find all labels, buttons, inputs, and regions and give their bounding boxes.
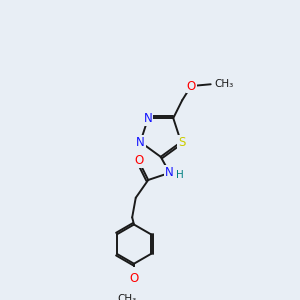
Text: O: O — [129, 272, 139, 285]
Text: O: O — [187, 80, 196, 92]
Text: CH₃: CH₃ — [117, 294, 136, 300]
Text: N: N — [165, 166, 174, 179]
Text: CH₃: CH₃ — [214, 79, 233, 89]
Text: N: N — [144, 112, 152, 124]
Text: O: O — [135, 154, 144, 167]
Text: H: H — [176, 169, 184, 180]
Text: S: S — [178, 136, 186, 148]
Text: N: N — [136, 136, 145, 148]
